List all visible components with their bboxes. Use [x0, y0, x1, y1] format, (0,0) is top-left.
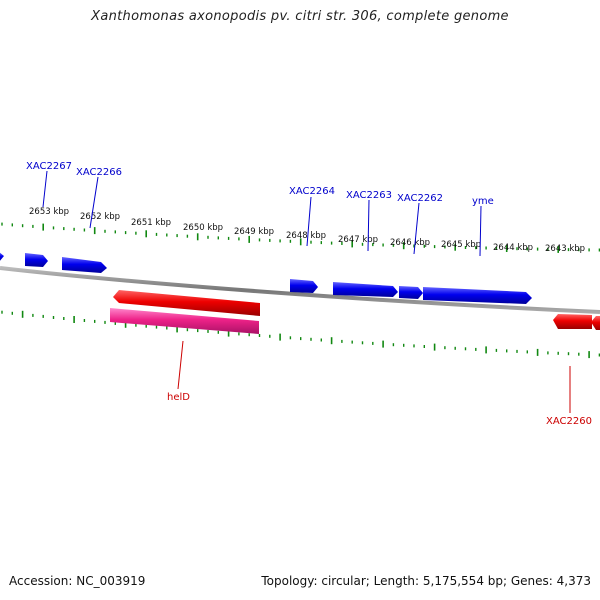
- accession-label: Accession: NC_003919: [9, 574, 146, 588]
- gene-label[interactable]: XAC2263: [346, 190, 392, 201]
- gene-labels: XAC2267 XAC2266 XAC2264 XAC2263 XAC2262 …: [26, 161, 592, 427]
- gene-arrow-reverse[interactable]: [113, 290, 260, 316]
- gene-arrow-reverse[interactable]: [591, 316, 600, 330]
- gene-arrow-forward[interactable]: [290, 279, 318, 293]
- gene-label[interactable]: XAC2260: [546, 416, 592, 427]
- gene-arrow-forward[interactable]: [25, 253, 48, 267]
- gene-label[interactable]: XAC2264: [289, 186, 335, 197]
- gene-arrow-reverse[interactable]: [553, 314, 592, 329]
- gene-arrow-forward[interactable]: [0, 252, 4, 262]
- gene-label[interactable]: yme: [472, 196, 494, 207]
- position-labels: 2653 kbp 2652 kbp 2651 kbp 2650 kbp 2649…: [29, 207, 585, 254]
- position-label: 2643 kbp: [545, 244, 585, 254]
- upper-tick-scale: [1, 222, 600, 253]
- gene-arrow-forward[interactable]: [62, 257, 107, 273]
- gene-label[interactable]: XAC2262: [397, 193, 443, 204]
- gene-arrow-forward[interactable]: [333, 282, 398, 297]
- forward-strand-features: [0, 252, 532, 304]
- position-label: 2649 kbp: [234, 227, 274, 237]
- rna-feature[interactable]: [110, 308, 259, 334]
- gene-label[interactable]: XAC2267: [26, 161, 72, 172]
- genome-title: Xanthomonas axonopodis pv. citri str. 30…: [91, 9, 509, 24]
- position-label: 2653 kbp: [29, 207, 69, 217]
- gene-label[interactable]: helD: [167, 392, 190, 403]
- lower-tick-scale: [1, 310, 600, 359]
- position-label: 2646 kbp: [390, 238, 430, 248]
- position-label: 2644 kbp: [493, 243, 533, 253]
- position-label: 2652 kbp: [80, 212, 120, 222]
- genome-backbone: [0, 266, 600, 314]
- reverse-strand-features: [110, 290, 600, 334]
- label-callout-lines: [42, 170, 571, 413]
- gene-label[interactable]: XAC2266: [76, 167, 122, 178]
- position-label: 2648 kbp: [286, 231, 326, 241]
- topology-summary: Topology: circular; Length: 5,175,554 bp…: [261, 574, 591, 588]
- gene-arrow-forward[interactable]: [399, 286, 423, 299]
- position-label: 2645 kbp: [441, 240, 481, 250]
- position-label: 2651 kbp: [131, 218, 171, 228]
- gene-arrow-forward[interactable]: [423, 287, 532, 304]
- position-label: 2650 kbp: [183, 223, 223, 233]
- position-label: 2647 kbp: [338, 235, 378, 245]
